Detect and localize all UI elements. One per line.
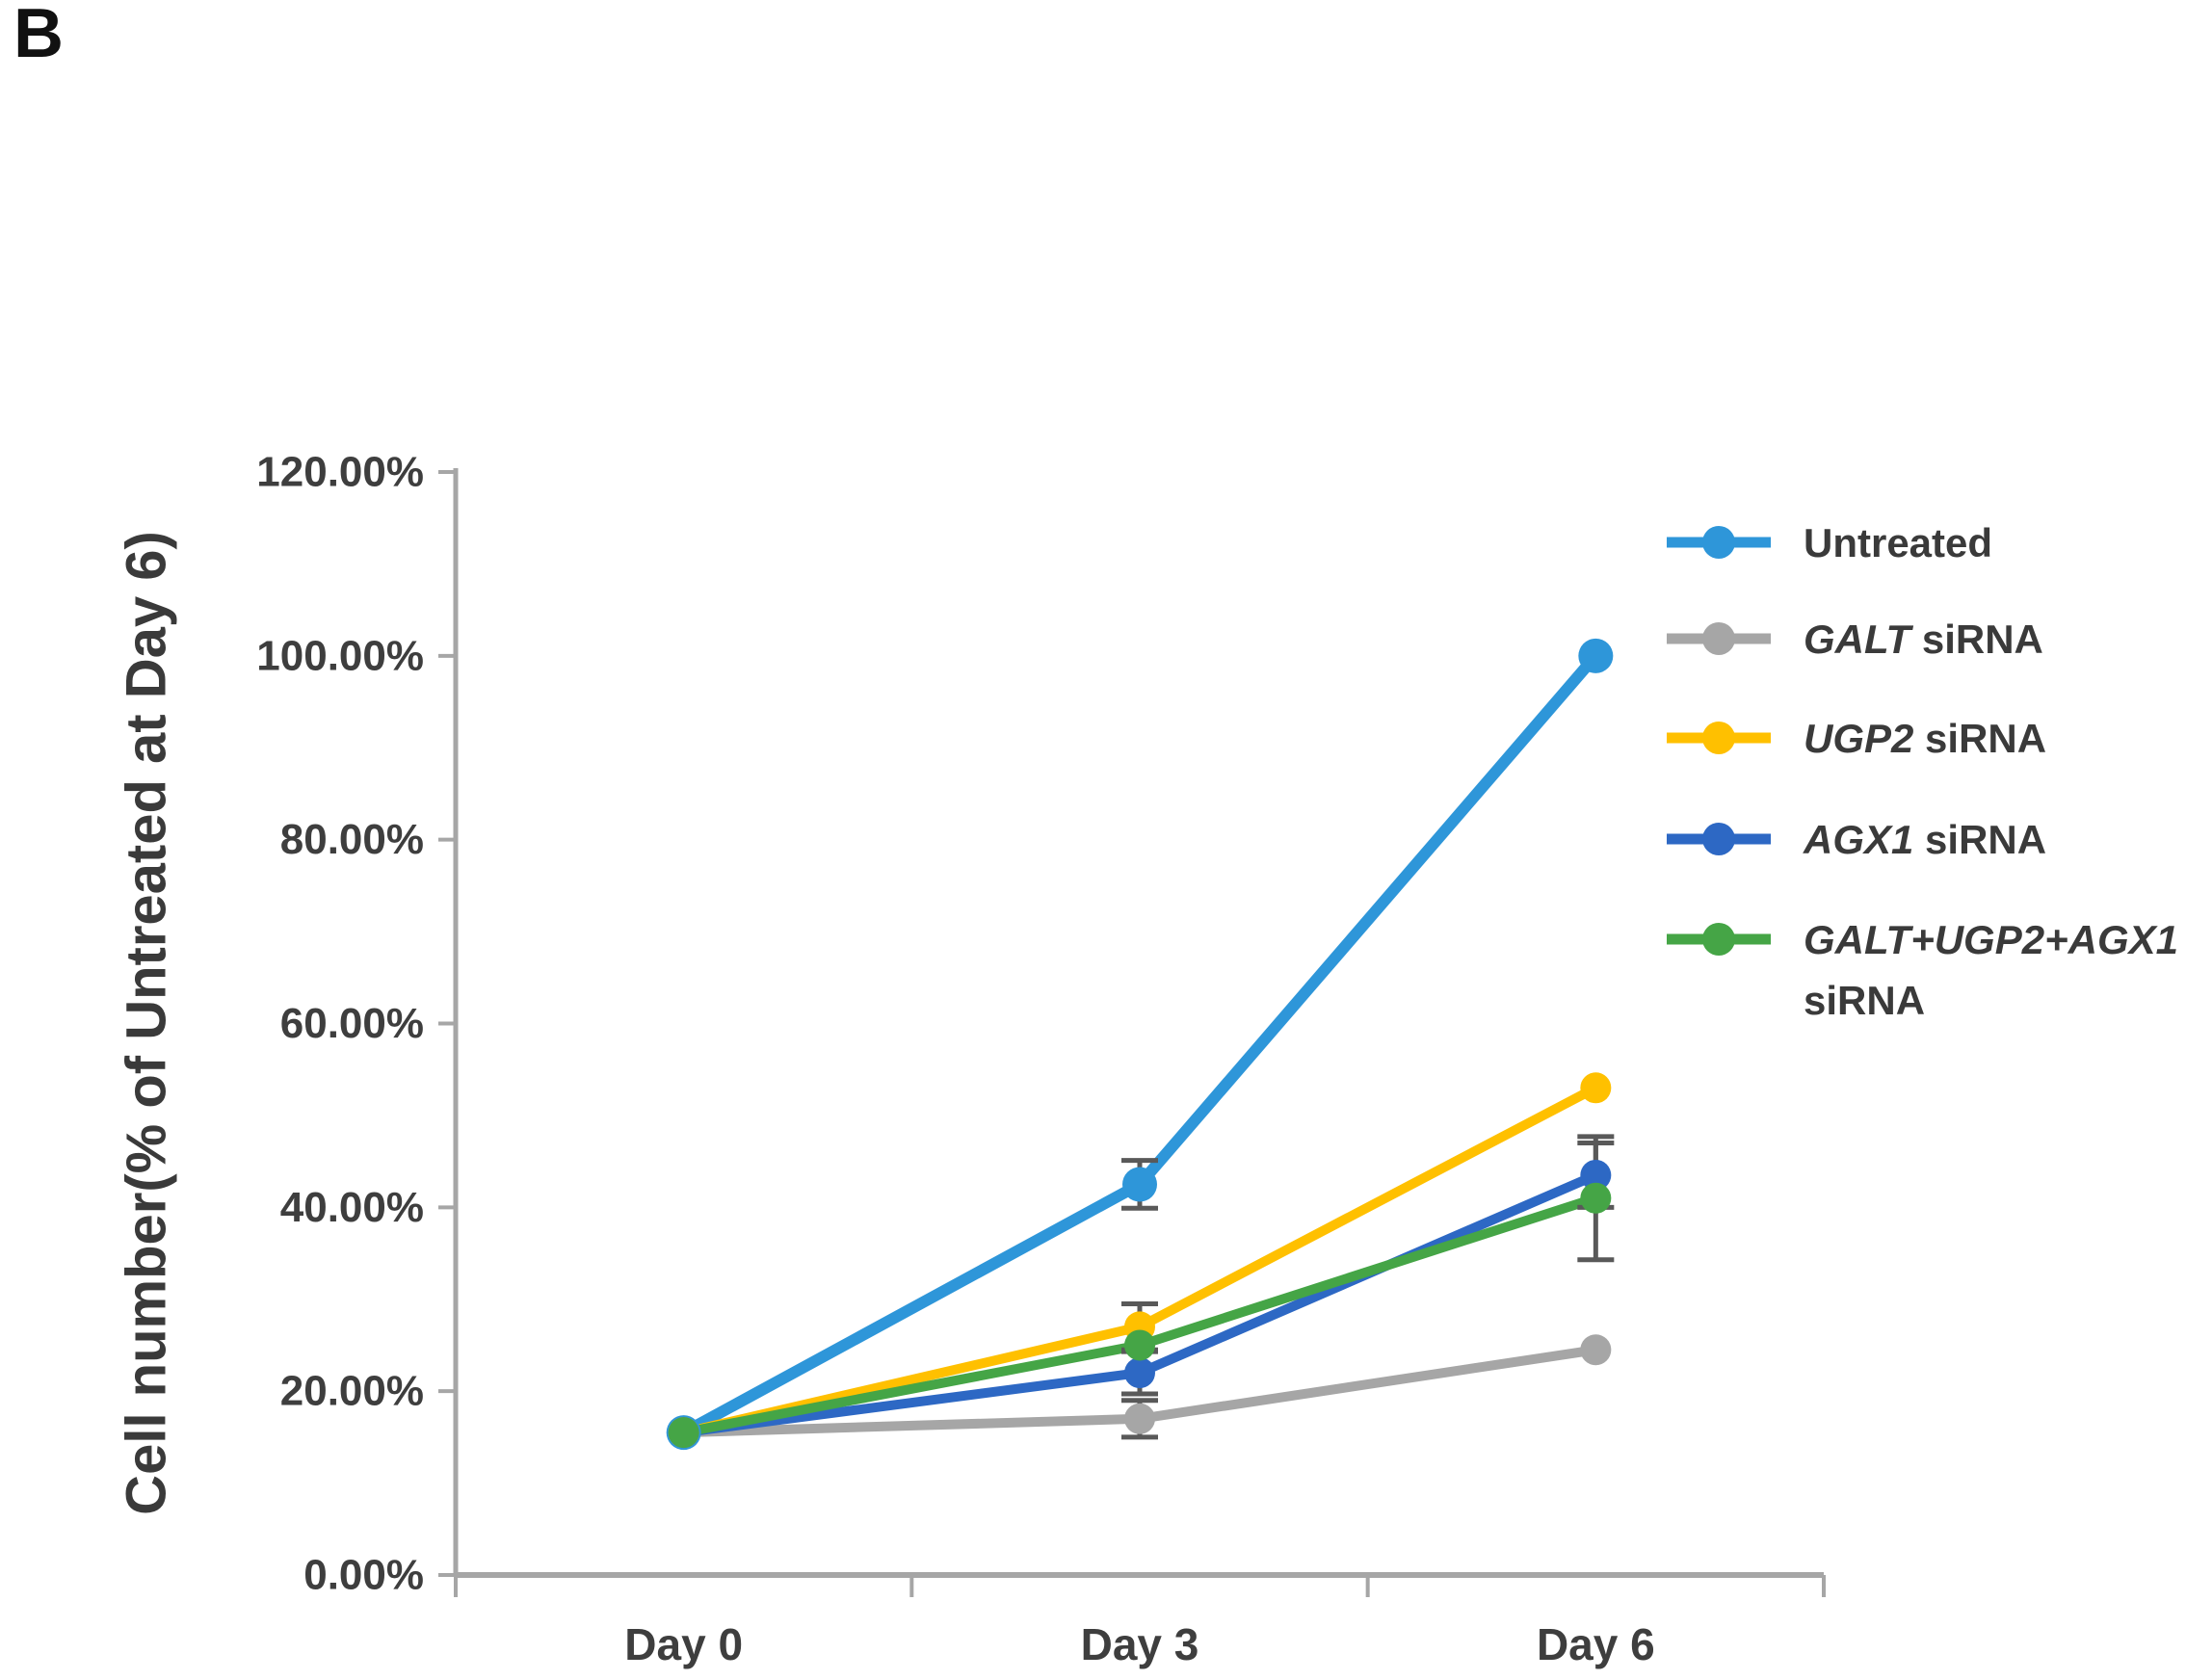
- y-tick-label: 20.00%: [280, 1368, 424, 1415]
- y-tick-label: 40.00%: [280, 1184, 424, 1231]
- legend-label: AGX1 siRNA: [1803, 817, 2046, 862]
- x-category-label: Day 0: [624, 1619, 743, 1669]
- legend-marker-dot: [1702, 923, 1735, 956]
- legend-label: UGP2 siRNA: [1804, 716, 2046, 761]
- panel-label: B: [13, 0, 64, 72]
- legend-marker-dot: [1702, 526, 1735, 559]
- y-tick-label: 60.00%: [280, 1000, 424, 1047]
- legend-marker-dot: [1702, 722, 1735, 754]
- x-category-label: Day 6: [1537, 1619, 1655, 1669]
- data-point-3: [1124, 1357, 1155, 1389]
- data-point-4: [1580, 1182, 1612, 1214]
- legend-marker-dot: [1702, 622, 1735, 655]
- legend-marker-dot: [1702, 823, 1735, 855]
- legend-label: GALT siRNA: [1804, 617, 2043, 662]
- data-point-0: [1122, 1167, 1157, 1202]
- data-point-1: [1580, 1334, 1612, 1366]
- legend-label: siRNA: [1804, 978, 1925, 1023]
- y-tick-label: 120.00%: [256, 449, 424, 496]
- y-tick-label: 0.00%: [303, 1552, 424, 1599]
- data-point-0: [1578, 638, 1614, 673]
- y-axis-title: Cell number(% of Untreated at Day 6): [116, 531, 178, 1515]
- data-point-4: [668, 1417, 699, 1449]
- data-point-2: [1580, 1072, 1612, 1104]
- y-tick-label: 100.00%: [256, 632, 424, 679]
- y-tick-label: 80.00%: [280, 816, 424, 863]
- legend-label: GALT+UGP2+AGX1: [1804, 917, 2178, 962]
- data-point-4: [1124, 1329, 1155, 1361]
- x-category-label: Day 3: [1081, 1619, 1199, 1669]
- data-point-3: [1580, 1159, 1612, 1191]
- data-point-1: [1124, 1403, 1155, 1434]
- legend-label: Untreated: [1804, 520, 1992, 565]
